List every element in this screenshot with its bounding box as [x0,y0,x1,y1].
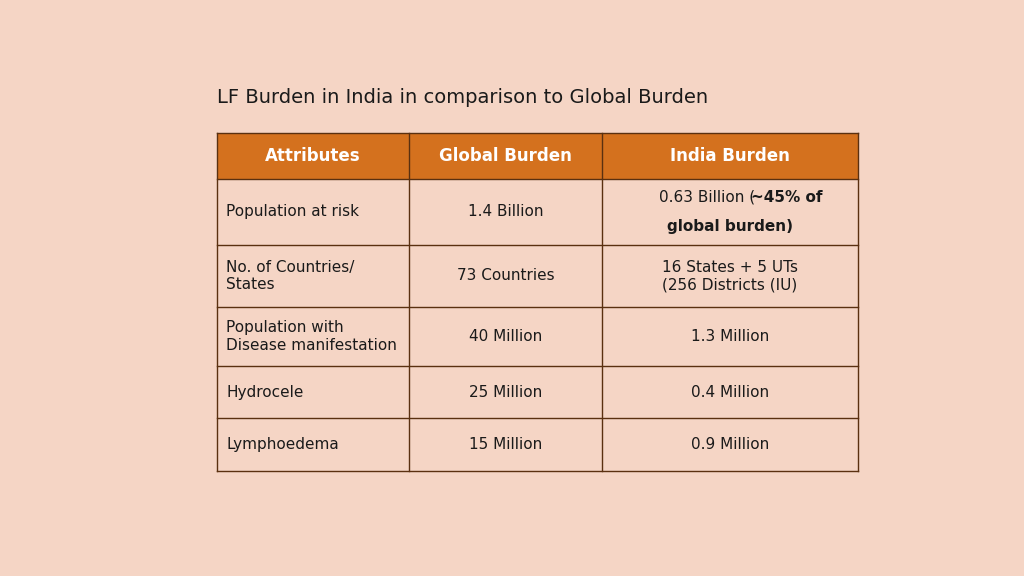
Text: Global Burden: Global Burden [439,147,571,165]
Text: Attributes: Attributes [265,147,360,165]
Text: global burden): global burden) [667,219,793,234]
Text: 25 Million: 25 Million [469,385,542,400]
Bar [217,134,858,179]
Text: 0.9 Million: 0.9 Million [691,437,769,452]
Text: 1.3 Million: 1.3 Million [691,329,769,344]
Text: No. of Countries/
States: No. of Countries/ States [226,260,354,292]
Bar [217,134,858,471]
Text: 15 Million: 15 Million [469,437,542,452]
Text: 1.4 Billion: 1.4 Billion [468,204,543,219]
Text: ~45% of: ~45% of [751,190,822,205]
Text: Lymphoedema: Lymphoedema [226,437,339,452]
Text: Population with
Disease manifestation: Population with Disease manifestation [226,320,397,353]
Text: 73 Countries: 73 Countries [457,268,554,283]
Text: 0.4 Million: 0.4 Million [691,385,769,400]
Text: India Burden: India Burden [670,147,790,165]
Text: 0.63 Billion (: 0.63 Billion ( [659,190,756,205]
Text: 16 States + 5 UTs
(256 Districts (IU): 16 States + 5 UTs (256 Districts (IU) [662,260,798,292]
Text: Hydrocele: Hydrocele [226,385,304,400]
Text: 40 Million: 40 Million [469,329,542,344]
Text: Population at risk: Population at risk [226,204,359,219]
Text: LF Burden in India in comparison to Global Burden: LF Burden in India in comparison to Glob… [217,88,708,107]
